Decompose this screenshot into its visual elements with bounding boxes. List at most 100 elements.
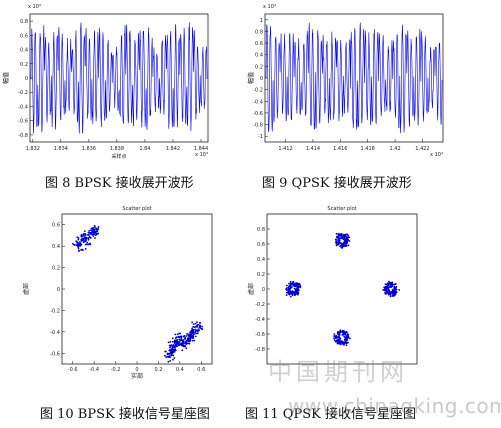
- scatter-point: [335, 337, 337, 340]
- scatter-point: [333, 337, 335, 340]
- scatter-point: [188, 337, 191, 340]
- scatter-point: [181, 349, 184, 352]
- scatter-point: [339, 244, 342, 247]
- scatter-point: [180, 343, 182, 346]
- scatter-point: [85, 238, 88, 240]
- scatter-point: [177, 344, 180, 347]
- scatter-point: [191, 321, 194, 324]
- scatter-point: [73, 244, 76, 247]
- scatter-point: [334, 238, 337, 241]
- figure-10-panel: Scatter plot 虚部 0.6 0.4 0.2 0 -0.2 -0.4 -0.6 -0.6…: [0, 198, 245, 428]
- scatter-point: [187, 334, 190, 337]
- scatter-point: [393, 285, 396, 288]
- scatter-point: [87, 238, 90, 241]
- scatter-point: [295, 288, 298, 291]
- scatter-point: [384, 289, 387, 291]
- scatter-point: [169, 340, 172, 343]
- scatter-point: [80, 240, 83, 242]
- y-tick-label: 0: [262, 287, 265, 293]
- scatter-point: [192, 335, 195, 338]
- scatter-point: [293, 292, 296, 295]
- scatter-point: [167, 356, 170, 358]
- scatter-point: [289, 290, 292, 293]
- x-tick-label: -0.2: [111, 367, 121, 373]
- scatter-point: [197, 323, 200, 326]
- scatter-point: [84, 234, 87, 237]
- scatter-point: [84, 243, 87, 246]
- scatter-point: [95, 232, 98, 235]
- scatter-point: [164, 350, 167, 353]
- scatter-point: [165, 356, 168, 359]
- figure-9-caption: 图 9 QPSK 接收展开波形: [262, 176, 412, 191]
- y-tick-label: -0.2: [253, 88, 263, 94]
- x-tick-label: 1.84: [139, 146, 150, 152]
- scatter-point: [199, 325, 201, 328]
- y-tick-label: 0.6: [257, 242, 265, 248]
- scatter-cluster-4: [333, 329, 351, 347]
- scatter-point: [171, 349, 174, 351]
- scatter-point: [192, 323, 195, 326]
- scatter-point: [190, 333, 193, 335]
- scatter-cluster-1: [71, 224, 100, 252]
- scatter-point: [76, 243, 79, 246]
- scatter-point: [345, 344, 348, 347]
- scatter-point: [299, 286, 302, 289]
- y-tick-label: -0.2: [50, 308, 60, 314]
- scatter-point: [341, 340, 343, 343]
- figure-8-waveform-chart: x 10⁴ 幅值 0.8 0.6 0.4 0.2 0 -0.2 -0.4 -0.6 -0.8 1.83…: [2, 4, 209, 160]
- scatter-point: [344, 341, 347, 343]
- scatter-point: [386, 285, 389, 288]
- waveform-series-line: [265, 22, 443, 134]
- scatter-point: [339, 237, 342, 240]
- y-tick-label: -0.4: [253, 99, 263, 105]
- scatter-point: [334, 335, 337, 338]
- scatter-point: [388, 290, 391, 293]
- scatter-point: [171, 346, 174, 348]
- scatter-point: [174, 337, 177, 340]
- scatter-point: [87, 234, 90, 236]
- scatter-point: [346, 335, 349, 338]
- y-tick-label: 0.2: [257, 272, 265, 278]
- scatter-point: [398, 289, 401, 291]
- scatter-point: [82, 234, 85, 237]
- scatter-point: [175, 345, 178, 348]
- scatter-point: [86, 241, 89, 244]
- scatter-point: [344, 234, 347, 237]
- scatter-point: [342, 234, 345, 236]
- scatter-point: [92, 227, 94, 230]
- x-tick-label: 1.416: [333, 146, 347, 152]
- scatter-point: [174, 333, 177, 336]
- scatter-point: [84, 240, 87, 242]
- scatter-point: [290, 291, 293, 294]
- scatter-point: [389, 295, 392, 298]
- scatter-point: [343, 332, 346, 335]
- scatter-point: [94, 234, 97, 237]
- x-tick-label: 1.42: [390, 146, 401, 152]
- y-tick-label: -0.6: [50, 351, 60, 357]
- scatter-point: [178, 332, 181, 335]
- scatter-point: [185, 335, 188, 337]
- scatter-point: [390, 291, 393, 294]
- scatter-point: [71, 242, 74, 245]
- scatter-point: [384, 286, 387, 289]
- scatter-point: [75, 244, 78, 246]
- scatter-cluster-3: [382, 280, 401, 298]
- scatter-point: [168, 349, 171, 351]
- scatter-point: [345, 233, 347, 236]
- scatter-point: [340, 232, 343, 235]
- scatter-point: [343, 343, 345, 346]
- scatter-point: [339, 242, 342, 245]
- scatter-point: [289, 295, 292, 298]
- scatter-cluster-2: [164, 332, 186, 363]
- figure-8-panel: x 10⁴ 幅值 0.8 0.6 0.4 0.2 0 -0.2 -0.4 -0.6 -0.8 1.83…: [0, 0, 245, 200]
- scatter-point: [288, 282, 290, 285]
- scatter-point: [167, 341, 170, 344]
- scatter-point: [394, 287, 397, 290]
- scatter-point: [384, 283, 387, 286]
- scatter-point: [293, 290, 296, 293]
- x-tick-label: 1.838: [110, 146, 124, 152]
- scatter-title: Scatter plot: [122, 206, 151, 212]
- scatter-point: [296, 290, 299, 293]
- figure-10-constellation-chart: Scatter plot 虚部 0.6 0.4 0.2 0 -0.2 -0.4 -0.6 -0.6…: [22, 206, 213, 380]
- scatter-point: [345, 241, 347, 244]
